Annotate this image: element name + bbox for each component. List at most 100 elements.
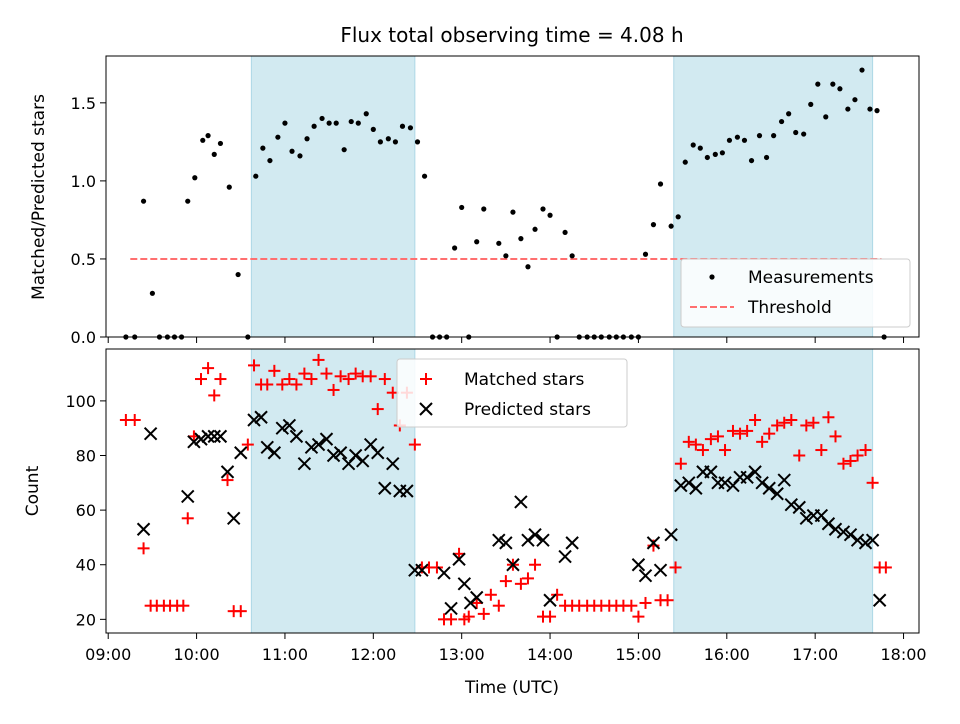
measurement-point [363, 111, 369, 117]
measurement-point [801, 131, 807, 137]
measurement-point [407, 125, 414, 131]
matched-star-point [734, 427, 747, 440]
measurement-point [503, 253, 509, 259]
predicted-star-point [689, 481, 703, 495]
predicted-star-point [220, 465, 235, 479]
measurement-point [205, 133, 211, 139]
measurement-point [771, 133, 777, 139]
y-tick-label: 0.0 [71, 328, 96, 347]
measurement-point [668, 223, 674, 229]
predicted-star-point [260, 440, 274, 455]
predicted-star-point [457, 577, 472, 591]
predicted-star-point [506, 558, 520, 572]
predicted-star-point [858, 536, 873, 550]
count-plot-frame [105, 348, 920, 634]
observing-window-ratio-0 [250, 55, 416, 338]
measurement-point [385, 136, 391, 142]
measurement-point [304, 136, 310, 142]
count-y-axis-label: Count [23, 465, 43, 516]
predicted-star-point [254, 410, 268, 424]
measurement-point [399, 123, 406, 129]
measurement-point [192, 175, 198, 181]
matched-star-point [477, 607, 490, 620]
measurement-point [682, 159, 688, 165]
legend-label-predicted: Predicted stars [464, 400, 591, 420]
matched-star-point [625, 599, 638, 612]
matched-star-point [711, 430, 724, 443]
y-tick-label: 60 [76, 501, 96, 520]
measurement-point [859, 67, 865, 73]
matched-star-point [445, 613, 458, 626]
matched-star-point [208, 389, 221, 402]
predicted-star-point [371, 446, 385, 460]
predicted-star-point [799, 511, 814, 526]
predicted-star-point [267, 446, 282, 460]
predicted-star-point [784, 497, 799, 512]
predicted-star-point [755, 476, 769, 490]
matched-star-point [661, 594, 674, 607]
chart-title: Flux total observing time = 4.08 h [340, 23, 683, 47]
predicted-star-point [843, 527, 858, 542]
predicted-star-point [664, 527, 678, 542]
predicted-star-point [528, 527, 542, 542]
ratio-y-axis-label: Matched/Predicted stars [29, 94, 49, 300]
legend-marker-predicted [419, 402, 433, 416]
matched-star-point [719, 444, 732, 457]
predicted-star-point [194, 432, 208, 446]
measurement-point [845, 106, 851, 112]
y-tick-label: 80 [76, 447, 96, 466]
matched-star-point [778, 416, 791, 429]
predicted-star-point [378, 481, 392, 495]
measurement-point [355, 120, 361, 126]
predicted-star-point [304, 440, 319, 455]
predicted-star-point [638, 568, 653, 583]
matched-star-point [349, 367, 362, 380]
matched-star-point [793, 449, 806, 462]
measurement-point [734, 134, 741, 140]
measurement-point [149, 290, 155, 296]
matched-star-point [514, 577, 527, 590]
measurement-point [726, 137, 733, 143]
predicted-star-point [452, 552, 466, 566]
predicted-star-point [521, 533, 535, 547]
matched-star-point [305, 373, 318, 386]
predicted-star-point [792, 500, 806, 515]
measurement-point [235, 271, 241, 278]
predicted-star-point [865, 533, 880, 547]
count-legend-box [396, 358, 628, 428]
measurement-point [518, 236, 524, 242]
measurement-point [226, 184, 232, 190]
measurement-point [712, 151, 718, 157]
matched-star-point [408, 438, 421, 451]
matched-star-point [364, 370, 377, 383]
measurement-point [525, 264, 531, 270]
measurement-point [786, 111, 792, 117]
measurement-point [874, 108, 880, 114]
predicted-star-point [674, 478, 688, 493]
measurement-point [690, 142, 696, 148]
measurement-point [830, 81, 836, 87]
predicted-star-point [748, 465, 762, 479]
matched-star-point [551, 588, 564, 601]
measurement-point [452, 245, 458, 251]
matched-star-point [689, 438, 702, 451]
predicted-star-point [872, 593, 887, 607]
measurement-point [778, 118, 785, 125]
predicted-star-point [770, 487, 784, 501]
matched-star-point [221, 474, 234, 487]
matched-star-point [726, 424, 739, 437]
predicted-star-point [400, 484, 414, 498]
matched-star-point [879, 561, 892, 574]
measurement-point [650, 222, 657, 228]
predicted-star-point [704, 465, 718, 479]
predicted-star-point [201, 429, 215, 444]
matched-star-point [378, 373, 391, 386]
matched-star-point [137, 542, 150, 555]
measurement-point [459, 204, 465, 211]
matched-star-point [785, 414, 798, 426]
measurement-point [569, 253, 575, 259]
matched-star-point [312, 353, 325, 366]
matched-star-point [521, 572, 534, 585]
matched-star-point [334, 370, 347, 383]
